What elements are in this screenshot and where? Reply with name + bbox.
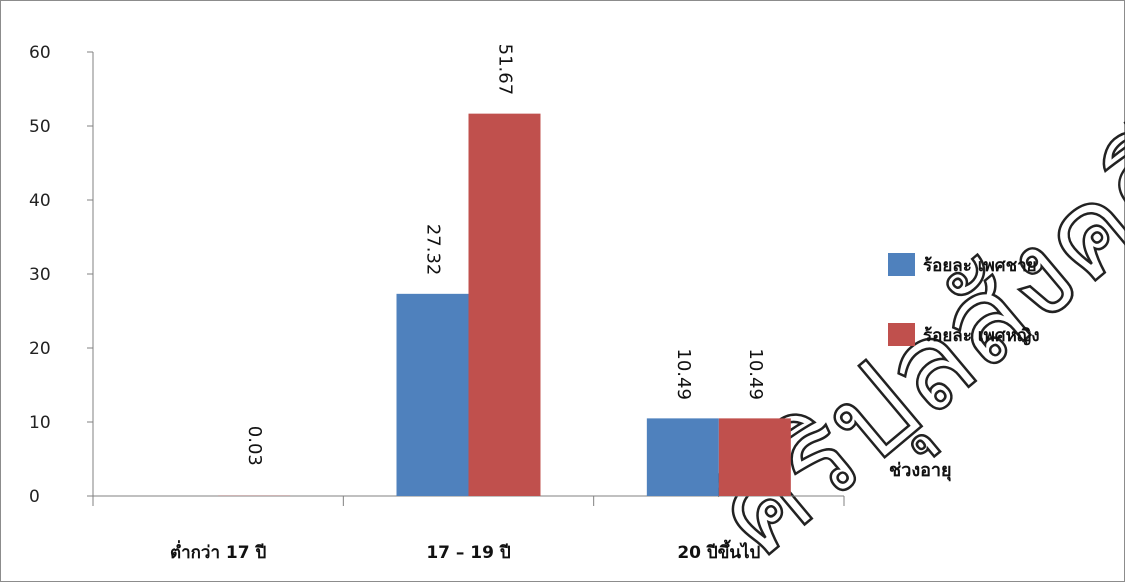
- x-tick-label: 17 – 19 ปี: [426, 542, 511, 563]
- data-label: 10.49: [673, 348, 694, 400]
- bar: [719, 418, 791, 496]
- legend-swatch: [888, 253, 915, 276]
- data-label: 27.32: [423, 224, 444, 276]
- bar: [397, 294, 469, 496]
- y-tick-label: 40: [29, 191, 51, 211]
- data-label: 10.49: [745, 348, 766, 400]
- y-tick-label: 0: [29, 487, 40, 507]
- y-axis: 0 10 20 30 40 50 60: [29, 43, 93, 507]
- data-label: 0.03: [244, 426, 265, 466]
- x-axis-title: ช่วงอายุ: [889, 460, 952, 482]
- watermark-text: ศิริปุลสังคดีวจ: [690, 15, 1125, 583]
- watermark: ศิริปุลสังคดีวจ: [690, 15, 1125, 583]
- data-label: 51.67: [495, 44, 516, 96]
- bar: [469, 114, 541, 496]
- legend-swatch: [888, 323, 915, 346]
- y-tick-label: 60: [29, 43, 51, 63]
- y-tick-label: 30: [29, 265, 51, 285]
- y-tick-label: 50: [29, 117, 51, 137]
- legend-label: ร้อยละ เพศชาย: [923, 256, 1037, 276]
- x-tick-label: 20 ปีขึ้นไป: [677, 539, 760, 563]
- bars: [218, 114, 791, 496]
- bar: [647, 418, 719, 496]
- legend-label: ร้อยละ เพศหญิง: [923, 326, 1040, 346]
- y-tick-label: 20: [29, 339, 51, 359]
- x-tick-label: ต่ำกว่า 17 ปี: [170, 540, 266, 563]
- y-tick-label: 10: [29, 413, 51, 433]
